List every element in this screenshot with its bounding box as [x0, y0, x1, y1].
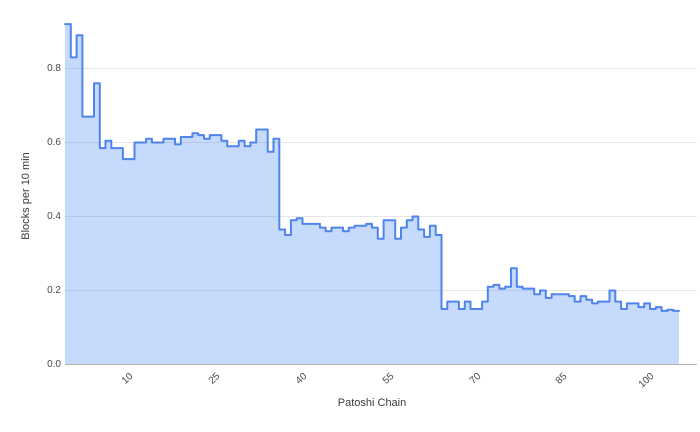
series-area: [65, 24, 679, 365]
series-line: [64, 23, 680, 312]
y-tick-label: 0.4: [47, 210, 61, 222]
y-tick-label: 0.8: [47, 62, 61, 74]
y-tick-label: 0.2: [47, 284, 61, 296]
y-axis-title: Blocks per 10 min: [20, 152, 32, 240]
x-axis-title: Patoshi Chain: [337, 397, 407, 409]
y-tick-label: 0.6: [47, 136, 61, 148]
y-tick-label: 0.0: [47, 358, 61, 370]
